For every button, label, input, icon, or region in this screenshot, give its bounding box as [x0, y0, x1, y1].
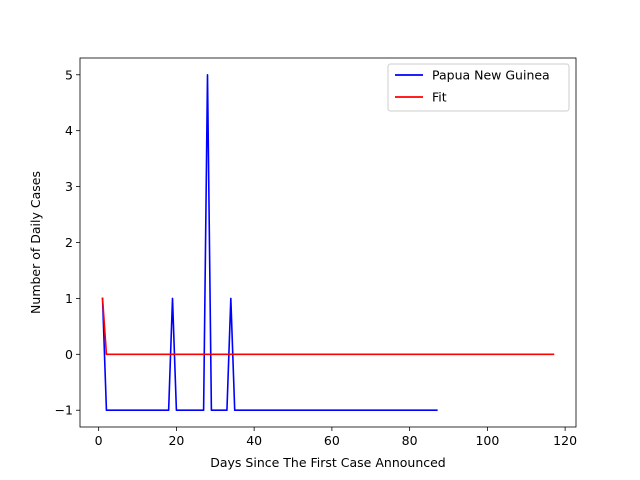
- legend: Papua New Guinea Fit: [387, 63, 570, 112]
- y-axis-title: Number of Daily Cases: [28, 171, 43, 314]
- x-ticks: 0 20 40 60 80 100 120: [95, 427, 577, 448]
- x-tick-label: 120: [553, 433, 577, 448]
- y-tick-label: 5: [65, 67, 73, 82]
- x-tick-label: 60: [324, 433, 340, 448]
- x-tick-label: 80: [402, 433, 418, 448]
- y-ticks: −1 0 1 2 3 4 5: [55, 67, 80, 418]
- x-axis-title: Days Since The First Case Announced: [210, 455, 446, 470]
- x-tick-label: 0: [95, 433, 103, 448]
- legend-box: [387, 63, 570, 112]
- series-line-fit: [101, 297, 555, 356]
- x-tick-label: 40: [246, 433, 262, 448]
- y-tick-label: 0: [65, 347, 73, 362]
- series-layer: [101, 73, 555, 412]
- y-tick-label: −1: [55, 403, 73, 418]
- legend-label-papua-new-guinea: Papua New Guinea: [432, 68, 550, 83]
- series-line-papua-new-guinea: [101, 73, 438, 412]
- plot-frame: [79, 57, 577, 428]
- x-tick-label: 20: [168, 433, 184, 448]
- plot-area: [80, 58, 576, 427]
- legend-label-fit: Fit: [432, 90, 447, 105]
- y-tick-label: 3: [65, 179, 73, 194]
- y-tick-label: 4: [65, 123, 73, 138]
- x-tick-label: 100: [475, 433, 499, 448]
- y-tick-label: 1: [65, 291, 73, 306]
- y-tick-label: 2: [65, 235, 73, 250]
